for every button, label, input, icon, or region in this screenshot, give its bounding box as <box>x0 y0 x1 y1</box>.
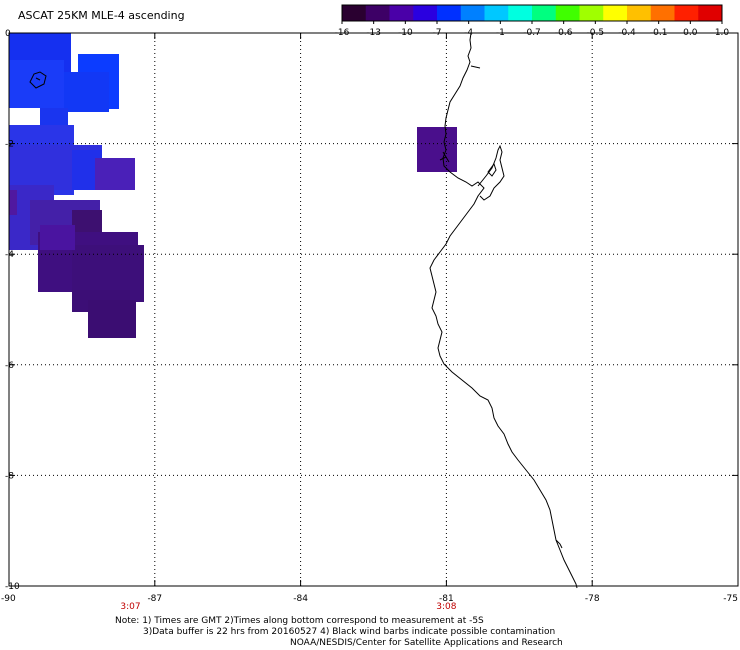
latitude-labels: 0 -2 -4 -6 -8 -10 <box>5 29 20 592</box>
map-title: ASCAT 25KM MLE-4 ascending <box>18 9 185 22</box>
note-line-2: 3)Data buffer is 22 hrs from 20160527 4)… <box>143 627 556 637</box>
colorbar-segment <box>698 5 723 21</box>
time-label: 3:07 <box>120 602 140 612</box>
map-frame <box>8 32 739 587</box>
latitude-label: -2 <box>5 140 14 150</box>
colorbar-segment <box>437 5 462 21</box>
wind-barb <box>439 151 450 163</box>
colorbar-segment <box>460 5 485 21</box>
colorbar-segment <box>342 5 367 21</box>
colorbar-segment <box>484 5 509 21</box>
coastline <box>429 32 578 589</box>
longitude-label: -87 <box>147 594 162 604</box>
colorbar-segment <box>603 5 628 21</box>
axis-ticks <box>8 32 739 587</box>
time-labels: 3:07 3:08 <box>120 602 456 612</box>
colorbar-segment <box>508 5 533 21</box>
colorbar-segment <box>674 5 699 21</box>
longitude-label: -75 <box>723 594 738 604</box>
longitude-labels: -90 -87 -84 -81 -78 -75 <box>1 594 738 604</box>
colorbar-segment <box>627 5 652 21</box>
note-line-1: Note: 1) Times are GMT 2)Times along bot… <box>115 616 484 626</box>
latitude-label: -10 <box>5 582 20 592</box>
colorbar-segment <box>532 5 557 21</box>
data-cell <box>95 158 135 190</box>
colorbar-segment <box>389 5 414 21</box>
colorbar-segment <box>579 5 604 21</box>
data-cell <box>9 60 64 108</box>
latitude-label: -8 <box>5 471 14 481</box>
time-label: 3:08 <box>436 602 456 612</box>
note-line-3: NOAA/NESDIS/Center for Satellite Applica… <box>290 638 563 648</box>
scatterometer-swath <box>9 33 457 338</box>
island-outline <box>29 71 47 89</box>
colorbar <box>341 4 723 22</box>
colorbar-segment <box>650 5 675 21</box>
coast-feature <box>555 539 563 549</box>
latitude-label: -4 <box>5 250 14 260</box>
data-cell <box>9 190 17 215</box>
colorbar-segment <box>555 5 580 21</box>
longitude-label: -90 <box>1 594 16 604</box>
data-cell <box>64 72 109 112</box>
data-cell <box>40 225 75 250</box>
estuary-outline <box>487 162 497 177</box>
colorbar-labels: -16 -13 -10 -7 -4 -1 -0.7 -0.6 -0.5 -0.4 -0.1 0.0 1.… <box>335 21 729 38</box>
gulf-coastline <box>477 144 505 201</box>
inlet-line <box>470 65 481 69</box>
latitude-label: 0 <box>5 29 11 39</box>
longitude-label: -78 <box>585 594 600 604</box>
longitude-label: -84 <box>293 594 308 604</box>
colorbar-segment <box>365 5 390 21</box>
island-outline <box>35 77 41 81</box>
data-cell <box>417 127 457 172</box>
latitude-label: -6 <box>5 361 14 371</box>
lat-lon-gridlines <box>9 33 738 586</box>
colorbar-segment <box>413 5 438 21</box>
longitude-label: -81 <box>439 594 454 604</box>
data-cell <box>88 300 136 338</box>
